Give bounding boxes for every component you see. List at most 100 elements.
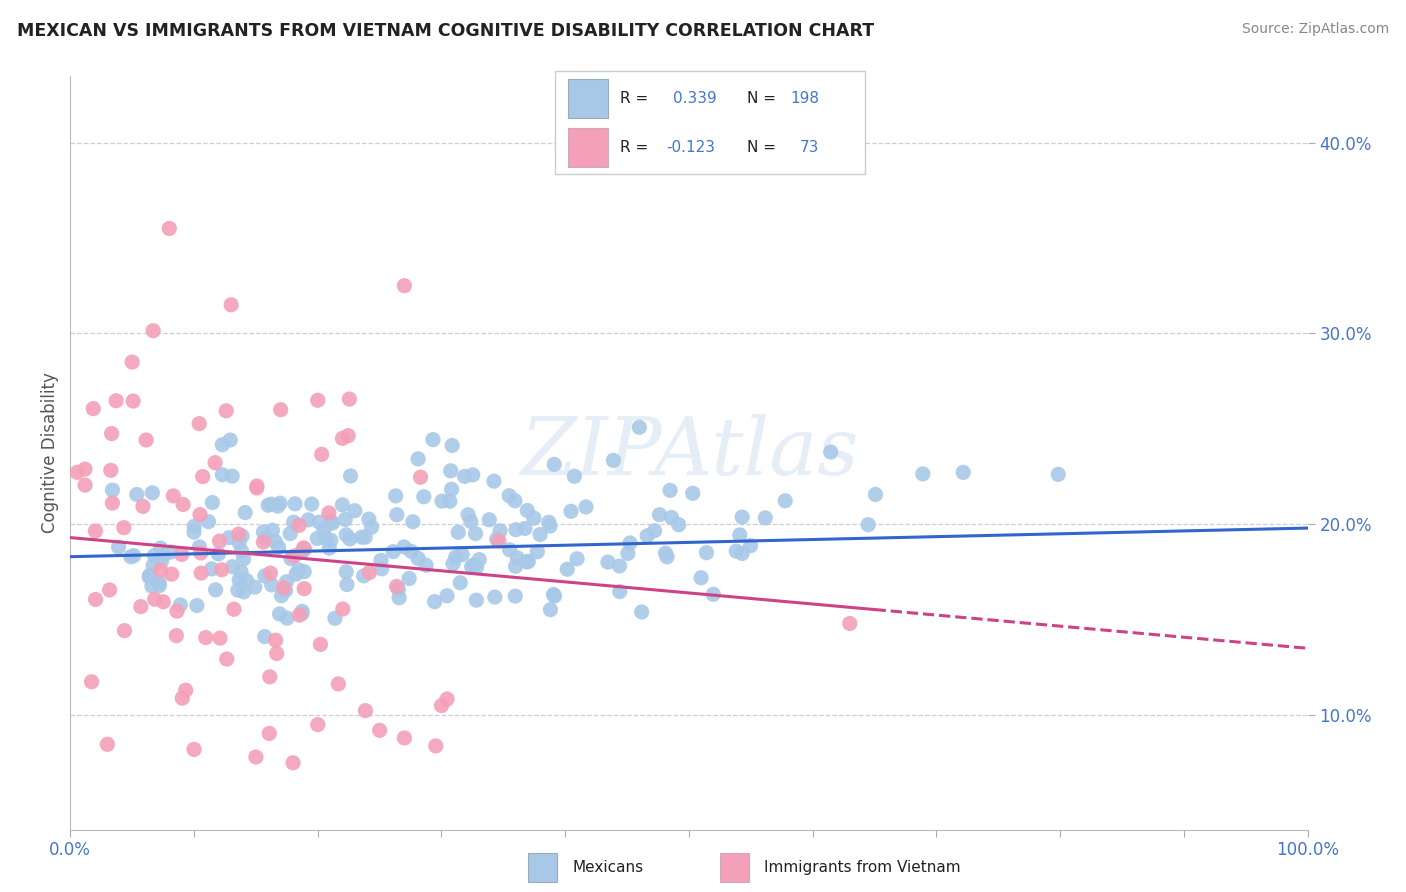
Point: [143, 549, 166, 563]
Point: [222, 602, 245, 616]
Point: [461, 467, 484, 482]
Point: [728, 528, 751, 542]
Point: [439, 494, 461, 508]
Y-axis label: Cognitive Disability: Cognitive Disability: [41, 372, 59, 533]
Point: [415, 558, 437, 573]
Point: [169, 598, 191, 612]
Point: [337, 392, 360, 406]
Point: [197, 515, 219, 529]
Point: [388, 591, 411, 605]
Point: [270, 589, 292, 603]
Point: [465, 560, 488, 574]
Point: [617, 546, 640, 560]
Point: [246, 479, 269, 493]
Point: [339, 532, 361, 546]
Point: [84, 592, 107, 607]
Point: [463, 558, 485, 572]
Point: [543, 587, 565, 601]
Point: [142, 324, 165, 338]
Point: [233, 506, 256, 520]
Text: Immigrants from Vietnam: Immigrants from Vietnam: [765, 860, 960, 875]
Point: [80, 674, 103, 689]
Point: [392, 540, 415, 554]
Point: [564, 469, 586, 483]
Point: [66, 466, 89, 480]
Point: [292, 565, 315, 579]
Point: [254, 531, 277, 545]
Point: [444, 550, 467, 565]
Point: [278, 526, 301, 541]
Point: [537, 516, 560, 530]
Point: [165, 629, 187, 643]
Point: [555, 562, 578, 576]
Point: [142, 558, 165, 573]
Point: [245, 750, 267, 764]
Point: [318, 506, 340, 520]
Point: [335, 512, 357, 526]
Point: [288, 608, 311, 623]
Point: [754, 511, 776, 525]
Point: [172, 498, 194, 512]
Point: [276, 611, 298, 625]
Point: [149, 541, 172, 555]
Point: [235, 574, 257, 588]
Point: [523, 511, 546, 525]
Point: [636, 529, 658, 543]
Point: [160, 567, 183, 582]
Point: [204, 456, 226, 470]
Bar: [529, 854, 557, 881]
Point: [312, 523, 335, 537]
Point: [690, 571, 713, 585]
Point: [423, 595, 446, 609]
Point: [318, 541, 340, 556]
Point: [451, 548, 474, 562]
Point: [264, 534, 287, 549]
Point: [259, 670, 281, 684]
Point: [858, 517, 880, 532]
Point: [315, 531, 337, 545]
Point: [183, 742, 205, 756]
Point: [503, 493, 526, 508]
Point: [422, 433, 444, 447]
Point: [609, 559, 631, 574]
Point: [232, 552, 254, 566]
Point: [478, 513, 501, 527]
Point: [96, 737, 118, 751]
Point: [132, 500, 155, 514]
Point: [820, 445, 842, 459]
Point: [488, 533, 510, 548]
Point: [436, 692, 458, 706]
Point: [1047, 467, 1070, 482]
Point: [253, 630, 276, 644]
Point: [148, 575, 170, 590]
Point: [387, 582, 409, 597]
Point: [229, 565, 252, 579]
Point: [228, 527, 250, 541]
Point: [129, 599, 152, 614]
Point: [505, 523, 527, 537]
Point: [453, 469, 475, 483]
Point: [464, 526, 486, 541]
Point: [332, 498, 354, 512]
Point: [630, 605, 652, 619]
Point: [309, 637, 332, 651]
Point: [332, 602, 354, 616]
Text: Source: ZipAtlas.com: Source: ZipAtlas.com: [1241, 22, 1389, 37]
Point: [311, 447, 333, 461]
Point: [499, 542, 522, 557]
Point: [257, 498, 280, 512]
Point: [276, 574, 298, 589]
Point: [321, 516, 343, 530]
Point: [354, 704, 377, 718]
Point: [543, 589, 565, 603]
Point: [436, 589, 458, 603]
Point: [731, 546, 754, 560]
Point: [135, 433, 157, 447]
Point: [152, 595, 174, 609]
Point: [219, 433, 242, 447]
Point: [354, 530, 377, 544]
Point: [440, 483, 463, 497]
Point: [105, 393, 128, 408]
Point: [538, 602, 561, 616]
Point: [219, 298, 242, 312]
